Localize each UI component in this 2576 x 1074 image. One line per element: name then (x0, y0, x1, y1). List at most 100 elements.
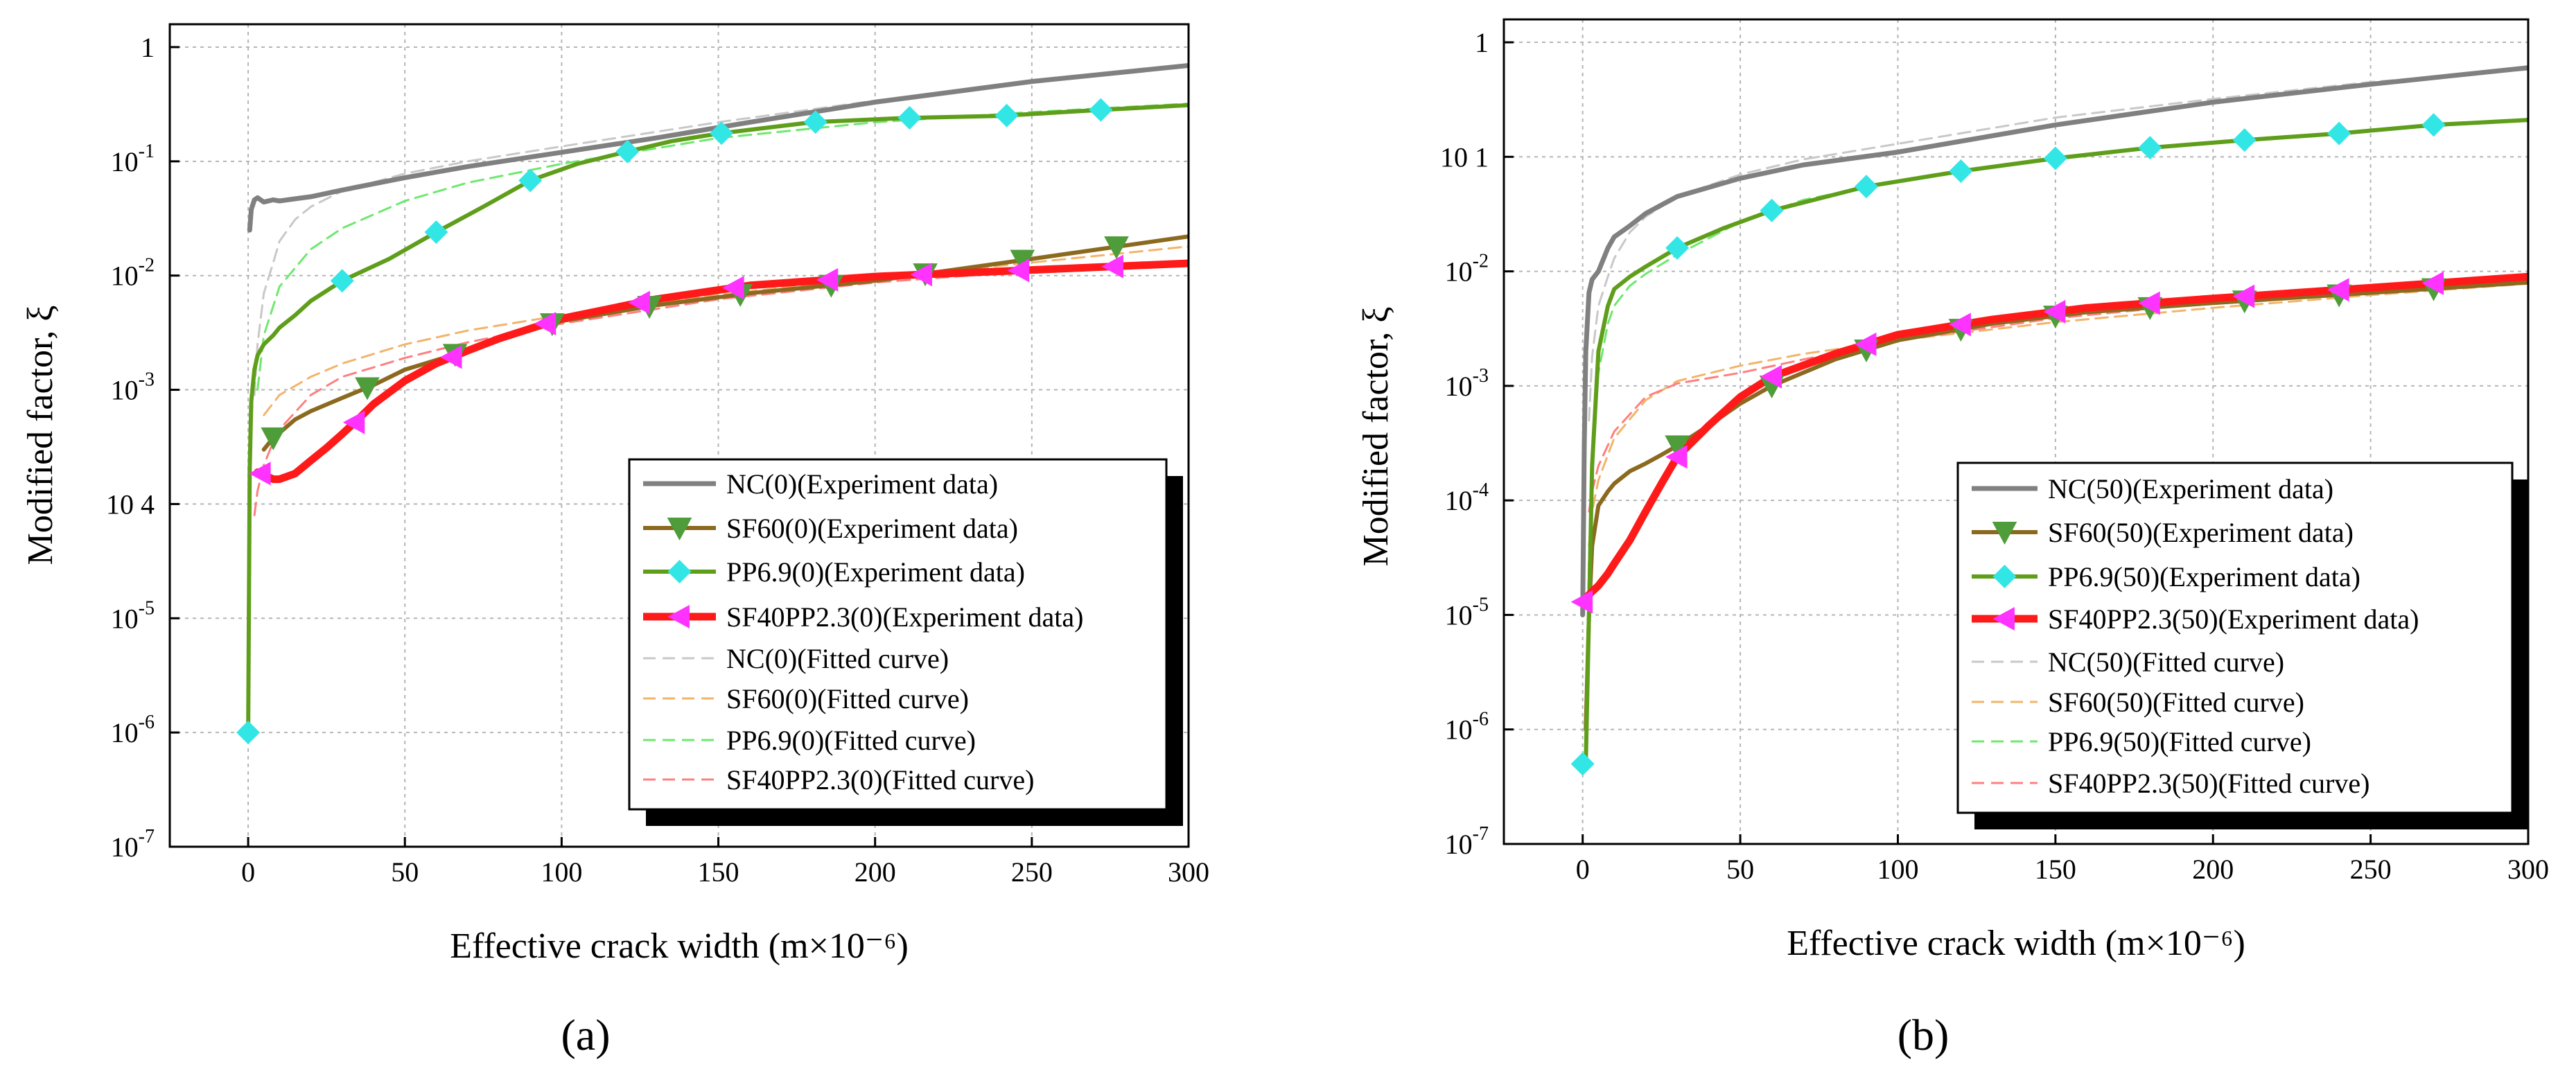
series-line-sf40pp (1579, 272, 2528, 606)
axes-frame (1502, 18, 2530, 845)
data-point-sf40pp (628, 290, 650, 315)
data-point-pp (1949, 159, 1973, 183)
data-point-pp (1760, 198, 1784, 222)
data-point-pp (995, 103, 1019, 127)
legend-entry-label: PP6.9(50)(Experiment data) (2048, 561, 2360, 592)
data-point-pp (330, 269, 354, 293)
series-line-sf60 (1584, 280, 2528, 732)
y-tick-label: 10-5 (111, 597, 155, 634)
data-point-sf40pp (1007, 258, 1030, 283)
y-tick-label: 1 (1475, 27, 1489, 58)
y-tick-label: 10-1 (111, 141, 155, 177)
data-point-pp (803, 110, 827, 134)
legend-entry-label: SF40PP2.3(50)(Fitted curve) (2048, 768, 2369, 799)
data-point-pp (518, 168, 543, 193)
x-tick-label: 50 (1726, 854, 1754, 885)
legend-entry-label: SF40PP2.3(50)(Experiment data) (2048, 604, 2419, 635)
x-tick-label: 100 (1877, 854, 1918, 885)
data-point-pp (1854, 175, 1878, 199)
plot-area (236, 63, 1189, 745)
x-tick-label: 150 (698, 856, 739, 888)
data-point-sf60 (1104, 236, 1129, 260)
legend: NC(0)(Experiment data) SF60(0)(Experiment… (628, 458, 1183, 826)
data-point-pp (424, 220, 448, 245)
legend-entry-label: NC(50)(Fitted curve) (2048, 646, 2284, 678)
x-axis-title: Effective crack width (m×10⁻⁶) (450, 926, 909, 966)
x-tick-label: 200 (855, 856, 896, 888)
series-line-pp-fit (256, 103, 1189, 391)
data-point-sf40pp (534, 312, 557, 336)
legend-entry-label: SF40PP2.3(0)(Experiment data) (726, 601, 1084, 633)
y-tick-label: 10-2 (1445, 251, 1489, 288)
plot-area (1570, 65, 2528, 776)
y-tick-label: 10-2 (111, 255, 155, 292)
series-line-sf60 (261, 234, 1189, 452)
legend-box (1956, 461, 2514, 814)
x-tick-label: 250 (2350, 854, 2392, 885)
data-point-sf40pp (1854, 332, 1877, 356)
legend-entry-label: NC(0)(Experiment data) (726, 468, 998, 500)
data-point-pp (897, 106, 922, 130)
data-point-pp (1570, 752, 1595, 776)
legend-entry-label: SF60(0)(Fitted curve) (726, 683, 969, 714)
data-point-pp (236, 721, 261, 745)
data-point-pp (710, 121, 734, 146)
panel-label-a: (a) (561, 1010, 610, 1059)
x-tick-label: 50 (391, 856, 419, 888)
data-point-pp (1665, 236, 1690, 260)
data-point-sf40pp (1949, 312, 1971, 337)
data-point-sf60 (1665, 435, 1690, 459)
y-tick-label: 10-7 (111, 826, 155, 863)
data-point-pp (2043, 146, 2067, 170)
y-tick-label: 10-7 (1445, 823, 1489, 860)
x-tick-label: 150 (2035, 854, 2076, 885)
data-point-pp (2138, 136, 2162, 160)
panel-label-b: (b) (1898, 1010, 1949, 1059)
data-point-sf40pp (2138, 291, 2160, 315)
y-tick-label: 10-4 (1445, 479, 1489, 516)
legend-entry-label: PP6.9(0)(Fitted curve) (726, 725, 976, 756)
data-point-sf60 (355, 377, 380, 400)
x-axis-title: Effective crack width (m×10⁻⁶) (1787, 924, 2245, 963)
legend-box (628, 458, 1168, 811)
legend-marker (1992, 607, 2015, 631)
x-tick-label: 300 (1168, 856, 1209, 888)
y-axis: 1 10 1 10-2 10-3 10-4 10-5 10-6 10-7 (1440, 27, 1514, 860)
legend-entry-label: SF60(50)(Fitted curve) (2048, 687, 2304, 718)
legend-entry-label: PP6.9(50)(Fitted curve) (2048, 726, 2311, 757)
y-axis-title: Modified factor, ξ (21, 306, 60, 565)
data-point-sf60 (261, 427, 286, 450)
x-tick-label: 0 (241, 856, 255, 888)
data-point-sf40pp (910, 263, 932, 287)
legend-entry-label: SF60(0)(Experiment data) (726, 513, 1018, 544)
legend-entry-label: PP6.9(0)(Experiment data) (726, 556, 1025, 588)
data-point-sf40pp (1101, 254, 1123, 279)
series-line-sf60-fit (1588, 282, 2528, 547)
x-axis: 0 50 100 150 200 250 300 (241, 837, 1209, 888)
x-tick-label: 300 (2507, 854, 2549, 885)
data-point-sf40pp (440, 345, 462, 369)
data-point-pp (2232, 128, 2257, 152)
data-point-sf40pp (816, 267, 839, 292)
data-point-sf40pp (2421, 271, 2444, 295)
data-point-sf40pp (342, 410, 365, 434)
data-point-sf40pp (2043, 299, 2066, 324)
series-line-nc (247, 63, 1189, 233)
y-tick-label: 10 1 (1440, 141, 1489, 173)
y-tick-label: 10-5 (1445, 594, 1489, 631)
legend-marker (667, 605, 690, 628)
data-point-pp (615, 139, 640, 164)
axes-frame (168, 23, 1190, 848)
series-line-nc (1580, 65, 2528, 617)
y-tick-label: 10-3 (111, 369, 155, 406)
legend: NC(50)(Experiment data) SF60(50)(Experime… (1956, 461, 2529, 829)
x-axis: 0 50 100 150 200 250 300 (1576, 834, 2549, 885)
legend-marker (1992, 565, 2017, 588)
legend-marker (667, 560, 692, 583)
y-axis: 1 10-1 10-2 10-3 10 4 10-5 10-6 10-7 (106, 32, 179, 863)
y-tick-label: 1 (141, 32, 155, 63)
y-axis-title: Modified factor, ξ (1356, 307, 1396, 567)
y-tick-label: 10 4 (106, 488, 155, 520)
data-point-sf40pp (1665, 445, 1688, 469)
